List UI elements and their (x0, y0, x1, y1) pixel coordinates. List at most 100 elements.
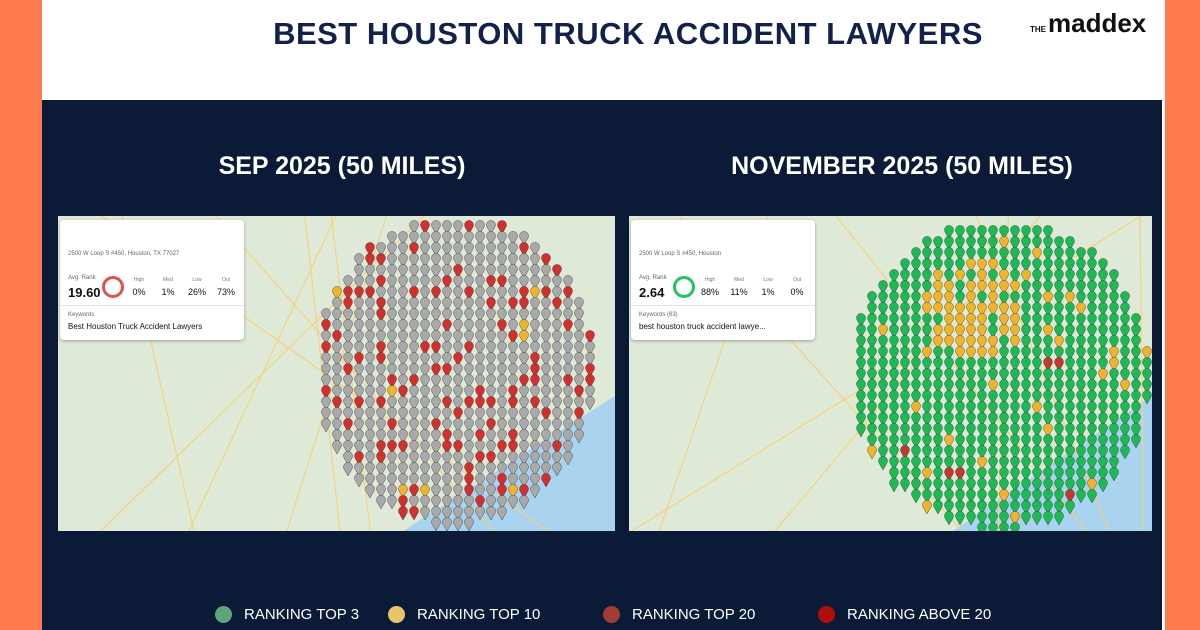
map-pin (519, 462, 529, 477)
map-pin (332, 308, 342, 323)
map-pin (1098, 313, 1108, 328)
map-pin (464, 275, 474, 290)
map-pin (988, 445, 998, 460)
map-pin (922, 500, 932, 515)
map-pin (1109, 346, 1119, 361)
map-pin (541, 473, 551, 488)
map-pin (442, 506, 452, 521)
map-pin (900, 434, 910, 449)
map-pin (508, 352, 518, 367)
map-pin (1065, 269, 1075, 284)
map-pin (1043, 258, 1053, 273)
map-pin (1087, 434, 1097, 449)
map-pin (1021, 258, 1031, 273)
map-pin (1010, 258, 1020, 273)
map-pin (321, 352, 331, 367)
map-pin (1010, 522, 1020, 531)
map-pin (955, 357, 965, 372)
map-pin (552, 462, 562, 477)
map-pin (1098, 324, 1108, 339)
avg-rank: 2.64 (639, 285, 665, 300)
map-pin (1010, 313, 1020, 328)
map-pin (1021, 324, 1031, 339)
map-pin (1142, 346, 1152, 361)
map-pin (944, 423, 954, 438)
map-pin (988, 489, 998, 504)
map-pin (585, 385, 595, 400)
map-pin (1098, 368, 1108, 383)
map-pin (1032, 478, 1042, 493)
map-road (188, 216, 337, 531)
map-pin (475, 462, 485, 477)
map-pin (574, 418, 584, 433)
map-pin (530, 473, 540, 488)
map-pin (508, 319, 518, 334)
map-pin (409, 473, 419, 488)
map-pin (453, 462, 463, 477)
legend-label: RANKING TOP 3 (244, 606, 360, 623)
rank-ring (102, 276, 124, 298)
map-pin (343, 451, 353, 466)
map-pin (977, 456, 987, 471)
map-pin (966, 489, 976, 504)
map-pin (541, 341, 551, 356)
keywords-label: Keywords (63) (639, 312, 678, 318)
map-pin (442, 462, 452, 477)
map-pin (486, 451, 496, 466)
map-pin (922, 434, 932, 449)
map-pin (944, 478, 954, 493)
map-pin (977, 280, 987, 295)
map-pin (442, 484, 452, 499)
map-pin (442, 396, 452, 411)
map-pin (1109, 335, 1119, 350)
map-pin (365, 308, 375, 323)
map-pin (1065, 258, 1075, 273)
map-pin (1054, 456, 1064, 471)
map-pin (900, 379, 910, 394)
map-pin (365, 462, 375, 477)
map-pin (988, 357, 998, 372)
map-pin (966, 258, 976, 273)
map-pin (1032, 511, 1042, 526)
map-pin (966, 324, 976, 339)
map-pin (1021, 291, 1031, 306)
map-pin (453, 495, 463, 510)
map-pin (453, 242, 463, 257)
map-pin (900, 313, 910, 328)
map-pin (1010, 269, 1020, 284)
map-pin (1087, 357, 1097, 372)
map-pin (1043, 324, 1053, 339)
map-pin (1120, 357, 1130, 372)
map-pin (1032, 280, 1042, 295)
map-pin (977, 379, 987, 394)
map-pin (922, 302, 932, 317)
map-pin (464, 253, 474, 268)
map-pin (321, 396, 331, 411)
map-pin (321, 341, 331, 356)
map-pin (409, 275, 419, 290)
map-pin (530, 484, 540, 499)
map-pin (541, 308, 551, 323)
map-pin (530, 264, 540, 279)
map-pin (977, 445, 987, 460)
map-pin (453, 286, 463, 301)
map-pin (497, 220, 507, 235)
map-pin (464, 396, 474, 411)
map-pin (563, 330, 573, 345)
map-pin (343, 330, 353, 345)
map-pin (944, 302, 954, 317)
map-pin (376, 418, 386, 433)
map-pin (944, 247, 954, 262)
map-pin (563, 396, 573, 411)
map-pin (420, 330, 430, 345)
map-pin (365, 352, 375, 367)
map-pin (911, 445, 921, 460)
map-pin (1010, 478, 1020, 493)
keywords-label: Keywords (68, 312, 95, 318)
map-pin (988, 434, 998, 449)
map-pin (365, 253, 375, 268)
map-pin (508, 385, 518, 400)
map-pin (1131, 346, 1141, 361)
map-pin (420, 396, 430, 411)
map-pin (464, 429, 474, 444)
